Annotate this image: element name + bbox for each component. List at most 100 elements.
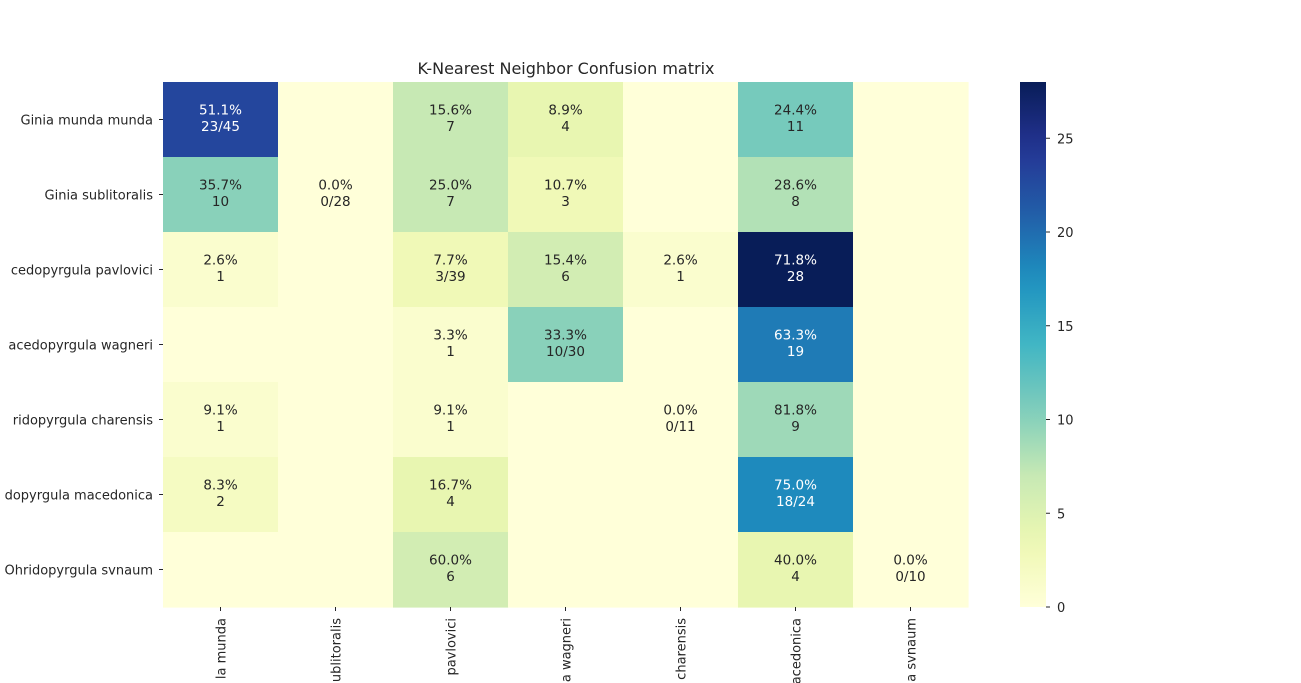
heatmap-cell bbox=[278, 307, 394, 383]
cell-annotation: 7.7% bbox=[433, 253, 467, 269]
heatmap-cell bbox=[738, 157, 854, 233]
colorbar-tick-label: 5 bbox=[1057, 507, 1065, 522]
col-tick-label: charensis bbox=[675, 618, 690, 680]
cell-annotation: 40.0% bbox=[774, 553, 817, 569]
chart-title: K-Nearest Neighbor Confusion matrix bbox=[418, 59, 715, 78]
cell-annotation: 7 bbox=[446, 119, 455, 135]
heatmap-cell bbox=[738, 457, 854, 533]
colorbar-tick-label: 10 bbox=[1057, 414, 1074, 429]
heatmap-cell bbox=[163, 382, 279, 458]
heatmap-cell bbox=[623, 232, 739, 308]
cell-annotation: 75.0% bbox=[774, 478, 817, 494]
cell-annotation: 1 bbox=[216, 419, 225, 435]
heatmap-cell bbox=[278, 82, 394, 158]
col-tick-label: ublitoralis bbox=[330, 618, 345, 682]
cell-annotation: 3/39 bbox=[435, 269, 465, 285]
cell-annotation: 6 bbox=[561, 269, 570, 285]
heatmap-cell bbox=[738, 532, 854, 608]
cell-annotation: 0.0% bbox=[893, 553, 927, 569]
cell-annotation: 10 bbox=[212, 194, 229, 210]
heatmap-cell bbox=[853, 382, 969, 458]
cell-annotation: 9.1% bbox=[203, 403, 237, 419]
heatmap-cell bbox=[623, 307, 739, 383]
col-tick-label: a wagneri bbox=[560, 618, 575, 682]
heatmap-cell bbox=[393, 232, 509, 308]
cell-annotation: 1 bbox=[446, 344, 455, 360]
heatmap-cell bbox=[508, 82, 624, 158]
column-tick-labels: la munda ublitoralis pavlovici a wagneri cha… bbox=[215, 607, 920, 683]
cell-annotation: 35.7% bbox=[199, 178, 242, 194]
cell-annotation: 23/45 bbox=[201, 119, 240, 135]
heatmap-cell bbox=[738, 82, 854, 158]
heatmap-cell bbox=[623, 382, 739, 458]
cell-annotation: 3 bbox=[561, 194, 570, 210]
cell-annotation: 9 bbox=[791, 419, 800, 435]
col-tick-label: la munda bbox=[215, 618, 230, 679]
heatmap-cell bbox=[508, 532, 624, 608]
colorbar-tick-label: 15 bbox=[1057, 320, 1074, 335]
colorbar-tick-label: 20 bbox=[1057, 226, 1074, 241]
cell-annotation: 3.3% bbox=[433, 328, 467, 344]
heatmap-cell bbox=[508, 307, 624, 383]
cell-annotation: 2.6% bbox=[203, 253, 237, 269]
cell-annotation: 28.6% bbox=[774, 178, 817, 194]
cell-annotation: 4 bbox=[791, 569, 800, 585]
heatmap-cell bbox=[738, 382, 854, 458]
heatmap-cell bbox=[393, 382, 509, 458]
cell-annotation: 0.0% bbox=[663, 403, 697, 419]
cell-annotation: 8.9% bbox=[548, 103, 582, 119]
colorbar: 0 5 10 15 20 25 bbox=[1020, 82, 1074, 616]
cell-annotation: 7 bbox=[446, 194, 455, 210]
cell-annotation: 0/10 bbox=[895, 569, 925, 585]
heatmap-cell bbox=[853, 457, 969, 533]
heatmap-cell bbox=[393, 457, 509, 533]
heatmap-cell bbox=[853, 82, 969, 158]
row-tick-label: ridopyrgula charensis bbox=[13, 414, 153, 429]
heatmap-cell bbox=[163, 532, 279, 608]
cell-annotation: 11 bbox=[787, 119, 804, 135]
cell-annotation: 15.4% bbox=[544, 253, 587, 269]
cell-annotation: 0/11 bbox=[665, 419, 695, 435]
cell-annotation: 0/28 bbox=[320, 194, 350, 210]
cell-annotation: 2 bbox=[216, 494, 225, 510]
heatmap-cell bbox=[853, 157, 969, 233]
heatmap-cell bbox=[623, 82, 739, 158]
row-tick-label: dopyrgula macedonica bbox=[5, 489, 153, 504]
cell-annotation: 0.0% bbox=[318, 178, 352, 194]
cell-annotation: 51.1% bbox=[199, 103, 242, 119]
heatmap-cell bbox=[623, 457, 739, 533]
cell-annotation: 60.0% bbox=[429, 553, 472, 569]
heatmap-cell bbox=[278, 457, 394, 533]
heatmap-cell bbox=[163, 232, 279, 308]
colorbar-tick-label: 25 bbox=[1057, 132, 1074, 147]
heatmap-cell bbox=[393, 307, 509, 383]
heatmap-cell bbox=[393, 532, 509, 608]
cell-annotation: 9.1% bbox=[433, 403, 467, 419]
heatmap-cells: 51.1%23/4515.6%78.9%424.4%1135.7%100.0%0… bbox=[163, 82, 969, 608]
cell-annotation: 63.3% bbox=[774, 328, 817, 344]
colorbar-gradient bbox=[1020, 82, 1046, 607]
heatmap-cell bbox=[163, 457, 279, 533]
cell-annotation: 16.7% bbox=[429, 478, 472, 494]
cell-annotation: 18/24 bbox=[776, 494, 815, 510]
cell-annotation: 15.6% bbox=[429, 103, 472, 119]
heatmap-cell bbox=[163, 82, 279, 158]
heatmap-cell bbox=[738, 307, 854, 383]
col-tick-label: acedonica bbox=[790, 618, 805, 683]
cell-annotation: 1 bbox=[216, 269, 225, 285]
heatmap-cell bbox=[508, 157, 624, 233]
cell-annotation: 71.8% bbox=[774, 253, 817, 269]
cell-annotation: 81.8% bbox=[774, 403, 817, 419]
cell-annotation: 10/30 bbox=[546, 344, 585, 360]
cell-annotation: 28 bbox=[787, 269, 804, 285]
heatmap-cell bbox=[853, 532, 969, 608]
heatmap-cell bbox=[623, 532, 739, 608]
cell-annotation: 25.0% bbox=[429, 178, 472, 194]
heatmap-cell bbox=[508, 232, 624, 308]
heatmap-cell bbox=[393, 157, 509, 233]
heatmap-cell bbox=[853, 307, 969, 383]
cell-annotation: 1 bbox=[676, 269, 685, 285]
cell-annotation: 1 bbox=[446, 419, 455, 435]
row-tick-label: Ohridopyrgula svnaum bbox=[5, 564, 153, 579]
